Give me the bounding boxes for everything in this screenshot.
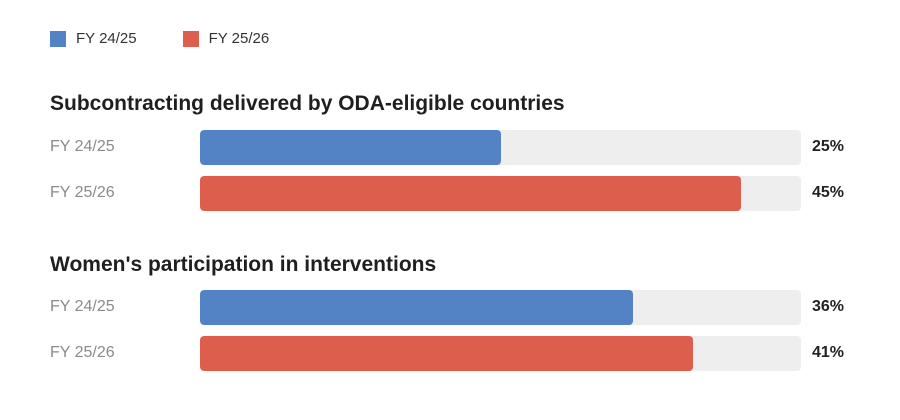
- bar-fill-subcontracting-fy2526: [200, 176, 741, 211]
- bar-category-label: FY 24/25: [50, 138, 115, 155]
- bar-fill-subcontracting-fy2425: [200, 130, 501, 165]
- bar-category-label: FY 25/26: [50, 344, 115, 361]
- legend-item-fy2526: FY 25/26: [182, 30, 270, 47]
- bar-fill-women-fy2425: [200, 290, 633, 325]
- bar-value-label: 41%: [812, 344, 845, 361]
- chart-group-title: Subcontracting delivered by ODA-eligible…: [50, 92, 565, 115]
- bar-row-subcontracting-fy2526: FY 25/26 45%: [50, 176, 870, 211]
- bar-row-women-fy2526: FY 25/26 41%: [50, 336, 870, 371]
- bar-value-label: 36%: [812, 298, 845, 315]
- bar-row-subcontracting-fy2425: FY 24/25 25%: [50, 130, 870, 165]
- legend-swatch-fy2526: [182, 30, 199, 47]
- bar-track: [200, 130, 801, 165]
- legend-swatch-fy2425: [50, 30, 66, 47]
- chart-group-title: Women's participation in interventions: [50, 253, 437, 276]
- bar-track: [200, 176, 801, 211]
- legend-item-fy2425: FY 24/25: [50, 30, 137, 47]
- bar-fill-women-fy2526: [200, 336, 693, 371]
- bar-track: [200, 290, 801, 325]
- bar-value-label: 25%: [812, 138, 845, 155]
- bar-category-label: FY 24/25: [50, 298, 115, 315]
- bar-row-women-fy2425: FY 24/25 36%: [50, 290, 870, 325]
- bar-category-label: FY 25/26: [50, 184, 115, 201]
- legend-label-fy2526: FY 25/26: [208, 30, 270, 47]
- chart-legend: FY 24/25 FY 25/26: [50, 30, 269, 47]
- bar-value-label: 45%: [812, 184, 845, 201]
- bar-track: [200, 336, 801, 371]
- legend-label-fy2425: FY 24/25: [76, 30, 137, 47]
